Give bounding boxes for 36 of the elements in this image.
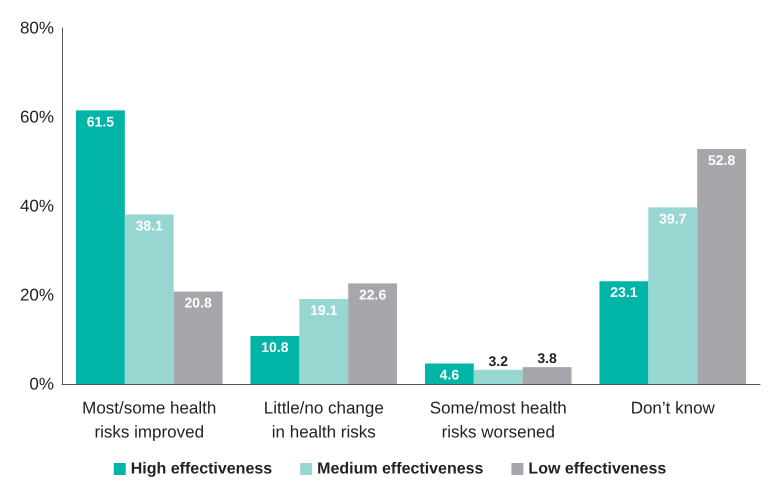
data-label: 4.6 [440, 366, 460, 383]
bar [522, 367, 572, 384]
bar [348, 283, 398, 384]
data-label: 20.8 [184, 294, 212, 310]
data-label: 3.2 [488, 352, 508, 369]
legend-label: High effectiveness [130, 460, 272, 478]
legend-label: Medium effectiveness [317, 460, 484, 478]
data-label: 23.1 [610, 284, 638, 300]
y-tick-label: 80% [20, 18, 54, 38]
bar [250, 336, 300, 384]
x-tick-label: Most/some health risks improved [82, 398, 216, 442]
x-tick-label: Little/no change in health risks [264, 398, 384, 442]
data-label: 10.8 [261, 338, 289, 355]
data-label: 3.8 [537, 350, 558, 366]
bar [599, 281, 648, 384]
data-label: 38.1 [136, 217, 164, 234]
x-tick-label: Don’t know [630, 398, 716, 418]
x-tick-label: Some/most health risks worsened [430, 398, 567, 442]
bar [648, 207, 698, 384]
y-tick-label: 40% [20, 196, 54, 216]
bar [174, 291, 223, 384]
data-label: 61.5 [86, 113, 114, 130]
bar [299, 299, 348, 384]
legend-label: Low effectiveness [528, 460, 666, 478]
bar [124, 214, 174, 384]
bar [76, 110, 125, 384]
bar [697, 149, 746, 384]
bar [424, 364, 474, 384]
data-label: 52.8 [708, 152, 736, 168]
data-label: 22.6 [358, 286, 386, 302]
y-tick-label: 20% [20, 286, 54, 304]
bar [474, 370, 523, 384]
data-label: 19.1 [310, 302, 338, 318]
data-label: 39.7 [659, 210, 687, 226]
y-tick-label: 0% [29, 374, 54, 394]
y-tick-label: 60% [20, 108, 54, 126]
